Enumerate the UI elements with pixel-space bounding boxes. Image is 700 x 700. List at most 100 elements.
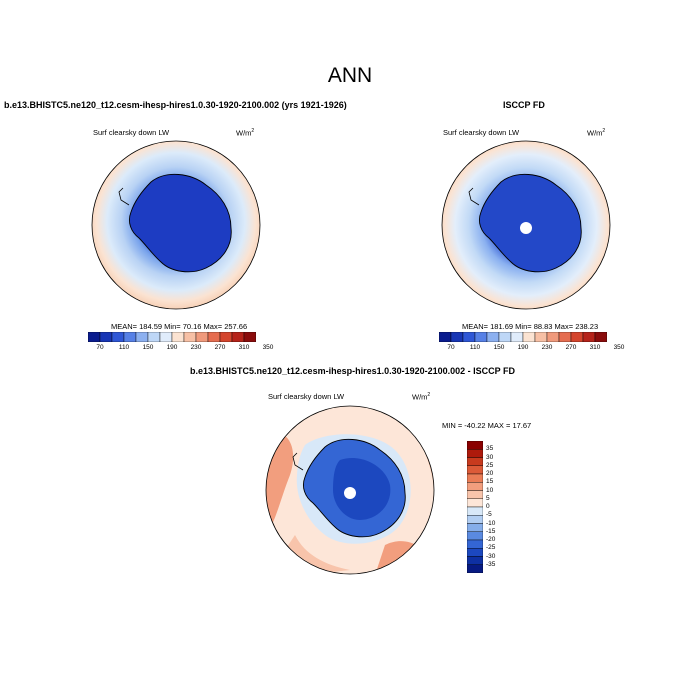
- diff-colorbar-swatch: [467, 498, 483, 508]
- diff-colorbar-swatch: [467, 449, 483, 458]
- diff-colorbar-tick-label: -20: [486, 536, 496, 543]
- model-colorbar-tick-label: 70: [96, 344, 104, 351]
- figure-title: ANN: [327, 64, 373, 87]
- obs-antarctica-coastline: [478, 174, 582, 273]
- obs-colorbar-swatch: [558, 332, 572, 342]
- diff-colorbar-swatch: [467, 490, 483, 499]
- model-stats: MEAN= 184.59 Min= 70.16 Max= 257.66: [111, 322, 248, 331]
- model-colorbar-swatch: [88, 332, 101, 342]
- diff-colorbar-swatch: [467, 457, 483, 466]
- model-colorbar-swatch: [207, 332, 221, 342]
- obs-colorbar-swatch: [462, 332, 476, 342]
- model-colorbar-labels: 70 110 150 190 230 270 310 350: [88, 344, 273, 354]
- obs-units-label: W/m2: [587, 128, 606, 138]
- obs-map-border: [441, 140, 611, 310]
- model-colorbar-swatch: [111, 332, 125, 342]
- diff-colorbar-swatch: [467, 556, 483, 565]
- diff-colorbar-swatch: [467, 473, 483, 483]
- diff-colorbar-tick-label: 5: [486, 494, 490, 502]
- diff-colorbar-swatch: [467, 515, 483, 524]
- diff-colorbar-swatch: [467, 564, 483, 573]
- obs-colorbar-swatch: [439, 332, 452, 342]
- diff-colorbar-swatch: [467, 465, 483, 475]
- model-colorbar-tick-label: 190: [166, 344, 178, 351]
- diff-colorbar-tick-label: -5: [486, 511, 492, 519]
- model-colorbar-swatch: [243, 332, 256, 342]
- model-colorbar-tick-label: 230: [190, 344, 202, 351]
- obs-colorbar-tick-label: 310: [589, 344, 601, 351]
- diff-colorbar-tick-label: 20: [486, 470, 494, 477]
- model-colorbar-swatch: [183, 332, 197, 342]
- diff-peninsula-coastline: [292, 452, 304, 471]
- diff-colorbar-swatch: [467, 441, 483, 450]
- model-colorbar-swatch: [171, 332, 185, 342]
- diff-colorbar-swatch: [467, 506, 483, 516]
- model-antarctica-coastline: [128, 174, 232, 273]
- model-antarctica-fill: [129, 174, 232, 272]
- model-colorbar-swatch: [195, 332, 209, 342]
- diff-colorbar-tick-label: -10: [486, 519, 496, 527]
- diff-panel-title: b.e13.BHISTC5.ne120_t12.cesm-ihesp-hires…: [190, 366, 515, 376]
- obs-colorbar-tick-label: 190: [517, 344, 529, 351]
- obs-colorbar-swatch: [582, 332, 596, 342]
- diff-colorbar-tick-label: -35: [486, 560, 496, 568]
- diff-polar-map: [265, 405, 435, 575]
- obs-stats: MEAN= 181.69 Min= 88.83 Max= 238.23: [462, 322, 599, 331]
- diff-colorbar-tick-label: 15: [486, 478, 494, 486]
- diff-colorbar-swatch: [467, 539, 483, 549]
- obs-colorbar-tick-label: 270: [565, 344, 577, 351]
- diff-colorbar-tick-label: 25: [486, 461, 494, 469]
- obs-colorbar-swatch: [570, 332, 584, 342]
- diff-colorbar: [467, 441, 483, 573]
- obs-colorbar-tick-label: 110: [469, 344, 481, 351]
- obs-polar-map: [441, 140, 611, 310]
- diff-missing-pole: [344, 487, 356, 499]
- diff-colorbar-tick-label: 0: [486, 503, 490, 510]
- obs-colorbar-swatch: [594, 332, 607, 342]
- model-colorbar-tick-label: 110: [118, 344, 130, 351]
- model-peninsula-coastline: [118, 187, 130, 206]
- obs-colorbar-labels: 70 110 150 190 230 270 310 350: [439, 344, 624, 354]
- diff-colorbar-tick-label: -15: [486, 527, 496, 535]
- model-polar-map: [91, 140, 261, 310]
- obs-colorbar-swatch: [522, 332, 536, 342]
- model-colorbar-tick-label: 150: [142, 344, 154, 351]
- obs-peninsula-coastline: [468, 187, 480, 206]
- model-colorbar-tick-label: 270: [214, 344, 226, 351]
- diff-colorbar-swatch: [467, 548, 483, 557]
- obs-colorbar-swatch: [534, 332, 548, 342]
- obs-colorbar-swatch: [450, 332, 464, 342]
- model-colorbar-swatch: [135, 332, 149, 342]
- model-colorbar-tick-label: 310: [238, 344, 250, 351]
- diff-variable-label: Surf clearsky down LW: [268, 392, 345, 401]
- obs-colorbar-tick-label: 350: [613, 344, 625, 351]
- model-map-border: [91, 140, 261, 310]
- model-colorbar-swatch: [99, 332, 113, 342]
- obs-panel-title: ISCCP FD: [503, 100, 545, 110]
- obs-variable-label: Surf clearsky down LW: [443, 128, 520, 137]
- model-colorbar-swatch: [159, 332, 173, 342]
- model-colorbar-swatch: [231, 332, 245, 342]
- diff-colorbar-tick-label: -30: [486, 552, 496, 560]
- diff-colorbar-tick-label: 30: [486, 453, 494, 461]
- model-panel-title: b.e13.BHISTC5.ne120_t12.cesm-ihesp-hires…: [4, 100, 347, 110]
- diff-units-label: W/m2: [412, 392, 431, 402]
- model-colorbar-swatch: [147, 332, 161, 342]
- model-colorbar-tick-label: 350: [262, 344, 274, 351]
- obs-colorbar-swatch: [486, 332, 500, 342]
- diff-colorbar-swatch: [467, 523, 483, 532]
- diff-colorbar-tick-label: 10: [486, 486, 494, 494]
- obs-colorbar-tick-label: 230: [541, 344, 553, 351]
- obs-colorbar-swatch: [474, 332, 488, 342]
- diff-colorbar-labels: 35 30 25 20 15 10 5 0 -5 -10 -15 -20 -25 -30 -35: [486, 441, 526, 573]
- obs-colorbar-tick-label: 70: [447, 344, 455, 351]
- diff-colorbar-swatch: [467, 482, 483, 491]
- obs-colorbar-swatch: [498, 332, 512, 342]
- diff-colorbar-swatch: [467, 531, 483, 541]
- obs-missing-pole: [520, 222, 532, 234]
- diff-interior-negative: [333, 457, 391, 520]
- model-colorbar-swatch: [219, 332, 233, 342]
- diff-stats: MIN = -40.22 MAX = 17.67: [442, 421, 532, 430]
- model-variable-label: Surf clearsky down LW: [93, 128, 170, 137]
- obs-colorbar-tick-label: 150: [493, 344, 505, 351]
